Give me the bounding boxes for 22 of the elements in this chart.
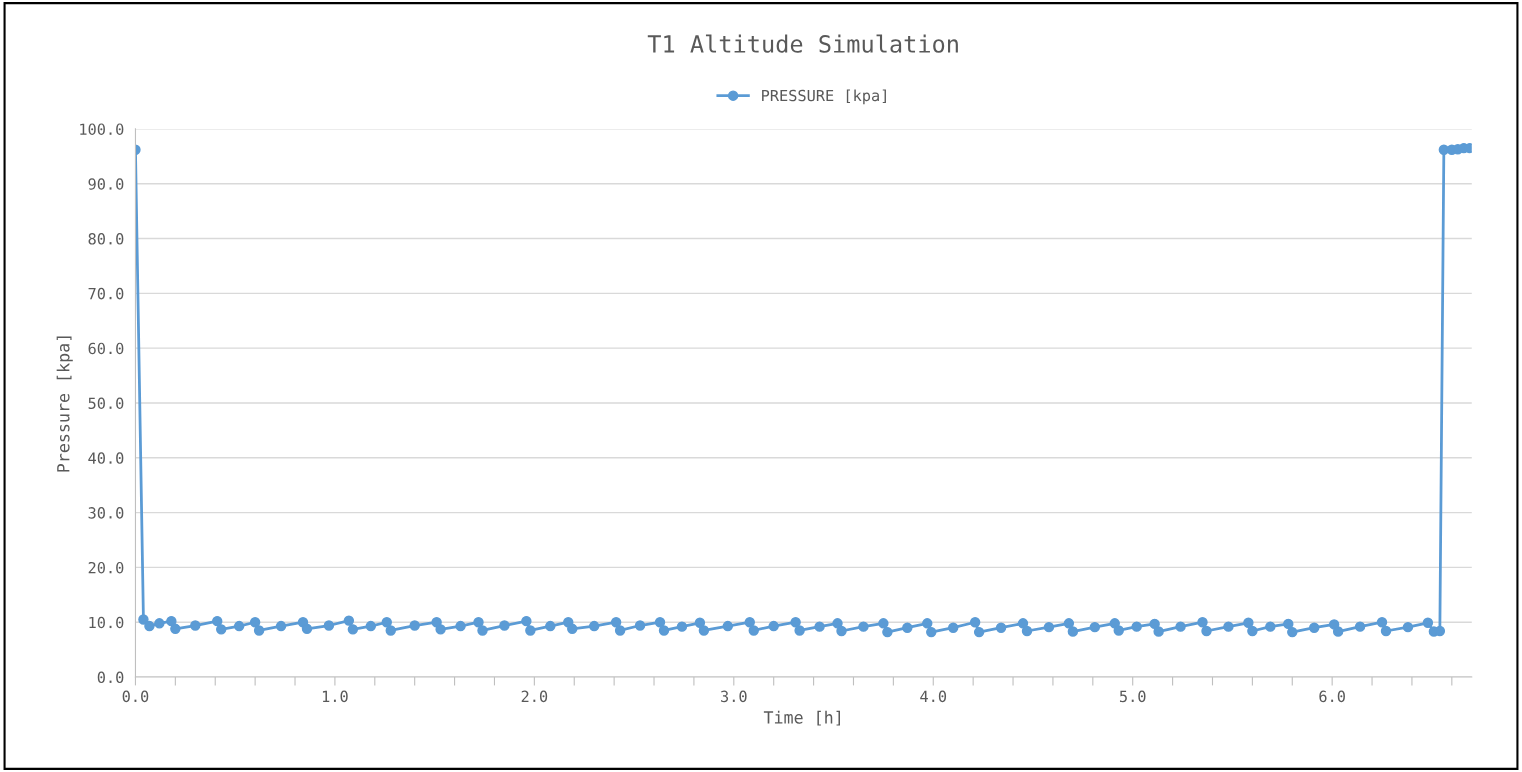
x-tick-label: 3.0	[721, 690, 747, 703]
y-tick-label: 20.0	[88, 561, 124, 574]
x-axis-title: Time [h]	[763, 710, 840, 726]
y-tick-label: 80.0	[88, 233, 124, 245]
x-tick-label: 4.0	[920, 690, 947, 703]
y-tick-label: 70.0	[88, 287, 124, 300]
y-tick-label: 60.0	[88, 342, 124, 355]
x-tick-label: 1.0	[322, 690, 348, 703]
chart-title: T1 Altitude Simulation	[647, 34, 958, 53]
x-tick-label: 0.0	[122, 690, 149, 703]
y-tick-label: 40.0	[88, 452, 124, 464]
x-tick-label: 6.0	[1319, 690, 1345, 703]
y-tick-label: 100.0	[80, 123, 124, 135]
y-tick-label: 30.0	[88, 507, 124, 519]
y-tick-label: 50.0	[88, 397, 124, 410]
y-tick-label: 90.0	[88, 178, 124, 190]
legend-label: PRESSURE [kpa]	[762, 89, 886, 105]
x-tick-label: 2.0	[521, 690, 548, 703]
x-tick-label: 5.0	[1119, 690, 1146, 703]
y-tick-label: 10.0	[89, 616, 124, 629]
y-tick-label: 0.0	[97, 671, 124, 684]
y-axis-title: Pressure [kpa]	[56, 336, 73, 472]
